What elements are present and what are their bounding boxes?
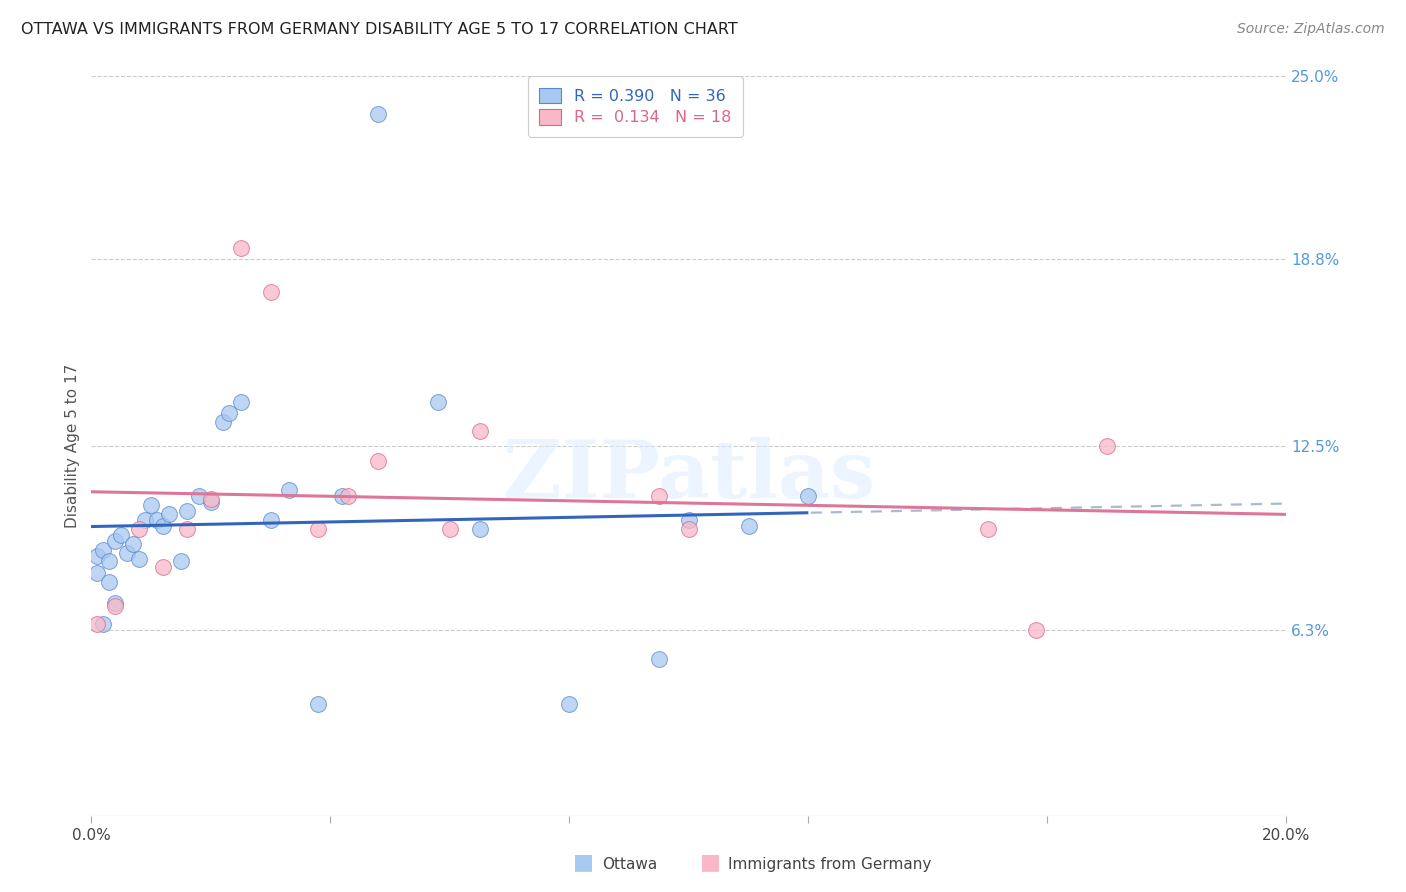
Text: Immigrants from Germany: Immigrants from Germany	[728, 857, 932, 872]
Point	[152, 519, 174, 533]
Point	[134, 513, 156, 527]
Point	[128, 551, 150, 566]
Text: ZIPatlas: ZIPatlas	[503, 436, 875, 515]
Point	[648, 489, 671, 503]
Text: OTTAWA VS IMMIGRANTS FROM GERMANY DISABILITY AGE 5 TO 17 CORRELATION CHART: OTTAWA VS IMMIGRANTS FROM GERMANY DISABI…	[21, 22, 738, 37]
Point	[104, 533, 127, 548]
Point	[141, 498, 163, 512]
Point	[93, 542, 115, 557]
Point	[439, 522, 461, 536]
Text: Ottawa: Ottawa	[602, 857, 657, 872]
Point	[1097, 439, 1119, 453]
Point	[115, 546, 138, 560]
Point	[307, 522, 329, 536]
Point	[468, 522, 491, 536]
Y-axis label: Disability Age 5 to 17: Disability Age 5 to 17	[65, 364, 80, 528]
Point	[98, 554, 121, 568]
Point	[797, 489, 820, 503]
Point	[332, 489, 354, 503]
Point	[128, 522, 150, 536]
Point	[211, 415, 233, 429]
Point	[152, 560, 174, 574]
Point	[98, 575, 121, 590]
Point	[648, 652, 671, 666]
Point	[367, 454, 389, 468]
Point	[146, 513, 169, 527]
Point	[259, 285, 281, 299]
Point	[86, 549, 108, 563]
Point	[86, 566, 108, 581]
Point	[188, 489, 211, 503]
Legend: R = 0.390   N = 36, R =  0.134   N = 18: R = 0.390 N = 36, R = 0.134 N = 18	[527, 77, 742, 136]
Text: ■: ■	[574, 853, 593, 872]
Point	[122, 537, 145, 551]
Point	[976, 522, 998, 536]
Point	[200, 495, 222, 509]
Point	[170, 554, 193, 568]
Point	[468, 424, 491, 438]
Point	[200, 492, 222, 507]
Point	[367, 107, 389, 121]
Point	[157, 507, 180, 521]
Point	[558, 697, 581, 711]
Text: ■: ■	[700, 853, 720, 872]
Point	[104, 599, 127, 613]
Point	[104, 596, 127, 610]
Point	[218, 406, 240, 420]
Point	[737, 519, 759, 533]
Point	[93, 616, 115, 631]
Point	[307, 697, 329, 711]
Point	[86, 616, 108, 631]
Point	[337, 489, 360, 503]
Point	[176, 504, 198, 518]
Point	[1024, 623, 1046, 637]
Point	[259, 513, 281, 527]
Point	[678, 513, 700, 527]
Point	[427, 394, 450, 409]
Point	[277, 483, 299, 498]
Point	[229, 394, 252, 409]
Text: Source: ZipAtlas.com: Source: ZipAtlas.com	[1237, 22, 1385, 37]
Point	[678, 522, 700, 536]
Point	[110, 528, 132, 542]
Point	[176, 522, 198, 536]
Point	[229, 241, 252, 255]
